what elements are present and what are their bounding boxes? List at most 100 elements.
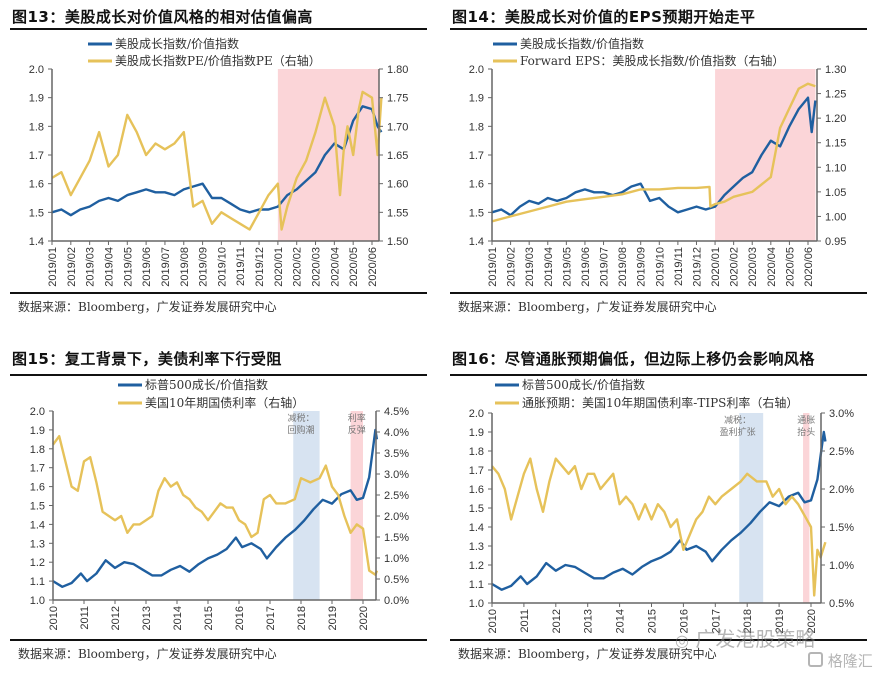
- y-left-tick-label: 1.8: [30, 444, 45, 456]
- x-tick-label: 2019/04: [543, 247, 555, 287]
- x-tick-label: 2016: [234, 606, 246, 630]
- y-left-tick-label: 1.8: [29, 121, 44, 133]
- y-right-tick-label: 0.5%: [384, 574, 409, 586]
- footer-rule: [450, 639, 867, 641]
- source-note: 数据来源：Bloomberg，广发证券发展研究中心: [18, 300, 277, 314]
- title-rule: [450, 28, 867, 30]
- x-tick-label: 2020: [806, 609, 818, 633]
- chart-title: 图16：尽管通胀预期偏低，但边际上移仍会影响风格: [452, 350, 815, 368]
- x-tick-label: 2020/03: [747, 247, 759, 287]
- annotation-label: 利率: [348, 412, 366, 424]
- y-left-tick-label: 1.2: [30, 557, 45, 569]
- watermark-logo: 格隆汇: [808, 650, 873, 671]
- watermark-logo-text: 格隆汇: [827, 652, 873, 670]
- x-tick-label: 2019/01: [487, 247, 499, 287]
- y-left-tick-label: 1.7: [469, 150, 484, 162]
- chart-svg: 1.4 1.5 1.6 1.7 1.8 1.9 2.0 0.95 1.00 1.05 1.10 1.1…: [469, 36, 847, 287]
- shaded-region: [277, 69, 379, 241]
- x-tick-label: 2019/06: [141, 247, 153, 287]
- y-left-tick-label: 1.3: [469, 541, 484, 553]
- x-tick-label: 2019/07: [599, 247, 611, 287]
- x-tick-label: 2019/06: [580, 247, 592, 287]
- x-tick-label: 2019/01: [47, 247, 59, 287]
- x-tick-label: 2018: [742, 609, 754, 633]
- legend-label: 标普500成长/价值指数: [522, 377, 645, 392]
- legend-label: 美股成长指数/价值指数: [115, 36, 239, 51]
- x-tick-label: 2020/04: [329, 247, 341, 287]
- annotation-label: 抬头: [797, 426, 815, 438]
- y-left-tick-label: 1.7: [29, 150, 44, 162]
- y-left-tick-label: 1.9: [29, 93, 44, 105]
- x-tick-label: 2012: [110, 606, 122, 630]
- y-left-tick-label: 1.5: [469, 207, 484, 219]
- x-tick-label: 2019: [774, 609, 786, 633]
- x-tick-label: 2016: [678, 609, 690, 633]
- y-left-tick-label: 1.9: [469, 427, 484, 439]
- y-left-tick-label: 1.1: [469, 579, 484, 591]
- legend-label: 通胀预期：美国10年期国债利率-TIPS利率（右轴）: [522, 395, 798, 410]
- y-right-tick-label: 1.0%: [829, 560, 854, 572]
- y-right-tick-label: 4.5%: [384, 406, 409, 418]
- x-tick-label: 2019/08: [617, 247, 629, 287]
- shaded-region: [739, 413, 764, 603]
- chart-svg: 1.4 1.5 1.6 1.7 1.8 1.9 2.0 1.50 1.55 1.60 1.65 1.7…: [29, 36, 409, 287]
- x-tick-label: 2020/06: [803, 247, 815, 287]
- annotation-label: 回购潮: [287, 424, 314, 436]
- y-right-tick-label: 1.80: [387, 64, 408, 76]
- y-right-tick-label: 1.30: [825, 64, 846, 76]
- chart-svg: 1.0 1.1 1.2 1.3 1.4 1.5 1.6 1.7 1.8 1.9 2.0 0.0% 0.5…: [30, 377, 410, 630]
- legend-label: 美国10年期国债利率（右轴）: [145, 395, 304, 410]
- legend-label: 美股成长指数/价值指数: [520, 36, 644, 51]
- y-left-tick-label: 1.4: [29, 236, 44, 248]
- annotation-label: 减税：: [287, 412, 314, 424]
- y-left-tick-label: 2.0: [29, 64, 44, 76]
- y-right-tick-label: 0.95: [825, 236, 846, 248]
- x-tick-label: 2019/12: [254, 247, 266, 287]
- annotation-label: 反弹: [348, 424, 366, 436]
- x-tick-label: 2019/03: [524, 247, 536, 287]
- y-right-tick-label: 1.15: [825, 138, 846, 150]
- y-left-tick-label: 1.8: [469, 446, 484, 458]
- chart-panel-15: 图15：复工背景下，美债利率下行受阻 1.0 1.1 1.2 1.3 1.4 1.5 1.6…: [0, 342, 430, 676]
- x-tick-label: 2013: [583, 609, 595, 633]
- y-right-tick-label: 1.20: [825, 113, 846, 125]
- series-line-left-axis: [491, 430, 827, 591]
- x-tick-label: 2019/04: [103, 247, 115, 287]
- x-tick-label: 2020/02: [729, 247, 741, 287]
- x-tick-label: 2019/02: [66, 247, 78, 287]
- title-rule: [10, 374, 427, 376]
- y-right-tick-label: 0.0%: [384, 595, 409, 607]
- y-left-tick-label: 2.0: [469, 408, 484, 420]
- y-left-tick-label: 1.7: [469, 465, 484, 477]
- y-left-tick-label: 1.2: [469, 560, 484, 572]
- y-right-tick-label: 1.5%: [384, 532, 409, 544]
- x-tick-label: 2020/01: [273, 247, 285, 287]
- x-tick-label: 2019/10: [654, 247, 666, 287]
- y-left-tick-label: 1.6: [469, 179, 484, 191]
- y-left-tick-label: 1.0: [30, 595, 45, 607]
- x-tick-label: 2011: [79, 606, 91, 630]
- chart-title: 图14：美股成长对价值的EPS预期开始走平: [452, 8, 756, 26]
- chart-svg: 1.0 1.1 1.2 1.3 1.4 1.5 1.6 1.7 1.8 1.9 2.0 0.5% 1.0…: [469, 377, 855, 633]
- footer-rule: [450, 292, 867, 294]
- x-tick-label: 2019/09: [636, 247, 648, 287]
- watermark-wechat: ◎ 广发港股策略: [675, 623, 815, 652]
- y-left-tick-label: 1.5: [29, 207, 44, 219]
- chart-panel-13: 图13：美股成长对价值风格的相对估值偏高 1.4 1.5 1.6 1.7 1.8 1.9 2…: [0, 0, 430, 330]
- y-left-tick-label: 1.1: [30, 576, 45, 588]
- x-tick-label: 2020: [358, 606, 370, 630]
- x-tick-label: 2019/05: [561, 247, 573, 287]
- y-left-tick-label: 1.5: [469, 503, 484, 515]
- footer-rule: [10, 639, 427, 641]
- y-right-tick-label: 1.0%: [384, 553, 409, 565]
- y-right-tick-label: 1.75: [387, 93, 408, 105]
- chart-title: 图13：美股成长对价值风格的相对估值偏高: [12, 8, 313, 26]
- logo-icon: [808, 652, 823, 667]
- y-right-tick-label: 1.55: [387, 207, 408, 219]
- y-right-tick-label: 1.50: [387, 236, 408, 248]
- y-right-tick-label: 1.25: [825, 89, 846, 101]
- watermark-text: 广发港股策略: [695, 627, 816, 651]
- source-note: 数据来源：Bloomberg，广发证券发展研究中心: [458, 647, 717, 661]
- y-right-tick-label: 0.5%: [829, 598, 854, 610]
- series-line-right-axis: [491, 457, 827, 597]
